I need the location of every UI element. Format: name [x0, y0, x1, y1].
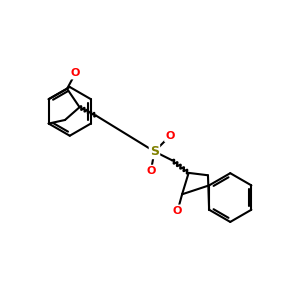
Text: O: O: [146, 166, 156, 176]
Text: O: O: [165, 131, 175, 141]
Text: S: S: [150, 145, 159, 158]
Text: O: O: [173, 206, 182, 216]
Text: O: O: [71, 68, 80, 78]
